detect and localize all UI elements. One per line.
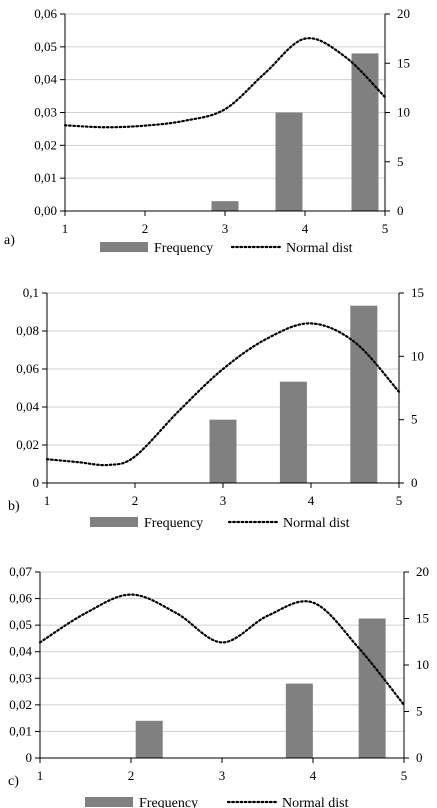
panel-c-frequency-bar: [358, 618, 386, 758]
panel-b-x-tick-label: 5: [396, 493, 403, 508]
panel-c-y-left-tick-label: 0,07: [9, 564, 32, 579]
panel-c-x-tick-label: 5: [401, 768, 408, 783]
panel-b-y-left-tick-label: 0,06: [16, 361, 39, 376]
panel-c-y-left-tick-label: 0: [26, 750, 33, 765]
panel-a-x-tick-label: 3: [222, 221, 229, 236]
panel-a-frequency-bar: [275, 112, 303, 211]
panel-c-y-left-tick-label: 0,03: [9, 670, 32, 685]
panel-a-y-left-tick-label: 0,02: [34, 137, 57, 152]
panel-c-y-left-tick-label: 0,06: [9, 591, 32, 606]
panel-a-y-left-tick-label: 0,03: [34, 105, 57, 120]
panel-c-x-tick-label: 2: [128, 768, 135, 783]
panel-b-y-left-tick-label: 0,1: [23, 285, 39, 300]
panel-b-legend-normal-dist-label: Normal dist: [283, 516, 350, 531]
panel-b-y-right-tick-label: 0: [411, 475, 418, 490]
panel-c-x-tick-label: 3: [219, 768, 226, 783]
panel-c-frequency-bar: [135, 720, 163, 758]
panel-b-legend-frequency-label: Frequency: [144, 516, 203, 531]
panel-c-x-tick-label: 4: [310, 768, 317, 783]
panel-b-y-left-tick-label: 0,02: [16, 437, 39, 452]
panel-b-x-tick-label: 3: [220, 493, 227, 508]
panel-b-y-left-tick-label: 0,04: [16, 399, 39, 414]
panel-a-y-right-tick-label: 20: [397, 6, 410, 21]
panel-b-x-tick-label: 4: [308, 493, 315, 508]
panel-c-normal-dist-line: [38, 593, 406, 706]
panel-c-y-right-tick-label: 10: [416, 657, 429, 672]
panel-b-x-tick-label: 1: [44, 493, 51, 508]
panel-c-y-left-tick-label: 0,02: [9, 697, 32, 712]
panel-a-frequency-bar: [351, 53, 379, 212]
panel-b-x-tick-label: 2: [132, 493, 139, 508]
panel-a-x-tick-label: 5: [382, 221, 389, 236]
panel-a-y-right-tick-label: 0: [397, 203, 404, 218]
panel-c-y-right-tick-label: 0: [416, 750, 423, 765]
panel-c-y-left-tick-label: 0,05: [9, 617, 32, 632]
panel-a-y-left-tick-label: 0,06: [34, 6, 57, 21]
panel-c-y-right-tick-label: 20: [416, 564, 429, 579]
panel-b-frequency-bar: [279, 381, 307, 483]
panel-b-y-right-tick-label: 5: [411, 412, 418, 427]
panel-b-y-right-tick-label: 15: [411, 285, 424, 300]
panel-a-y-left-tick-label: 0,04: [34, 72, 57, 87]
panel-a-x-tick-label: 2: [142, 221, 149, 236]
panel-a-frequency-bar: [211, 201, 239, 211]
panel-a-y-right-tick-label: 15: [397, 55, 410, 70]
panel-a-legend-frequency-swatch: [100, 242, 148, 252]
panel-a-normal-dist-line: [63, 37, 387, 129]
panel-a-legend-frequency-label: Frequency: [154, 241, 213, 256]
panel-c-legend-normal-dist-label: Normal dist: [282, 796, 349, 808]
panel-a-y-left-tick-label: 0,05: [34, 39, 57, 54]
panel-c-x-tick-label: 1: [37, 768, 44, 783]
panel-c-y-left-tick-label: 0,04: [9, 644, 32, 659]
panel-b-y-right-tick-label: 10: [411, 348, 424, 363]
panel-a-x-tick-label: 4: [302, 221, 309, 236]
panel-b-normal-dist-line: [45, 322, 401, 467]
panel-b-panel-label: b): [8, 499, 20, 514]
panel-a-y-right-tick-label: 5: [397, 154, 404, 169]
panel-a-y-left-tick-label: 0,01: [34, 170, 57, 185]
panel-a-y-right-tick-label: 10: [397, 105, 410, 120]
panel-a-x-tick-label: 1: [62, 221, 69, 236]
panel-a-y-left-tick-label: 0,00: [34, 203, 57, 218]
panel-b-legend-frequency-swatch: [90, 517, 138, 527]
panel-c-legend-frequency-label: Frequency: [139, 796, 198, 808]
panel-b-y-left-tick-label: 0: [33, 475, 40, 490]
panel-b-y-left-tick-label: 0,08: [16, 323, 39, 338]
panel-c-y-left-tick-label: 0,01: [9, 723, 32, 738]
panel-c-panel-label: c): [8, 774, 19, 789]
panel-c-frequency-bar: [285, 683, 313, 758]
panel-c-legend-frequency-swatch: [85, 797, 133, 807]
panel-a-panel-label: a): [4, 233, 15, 248]
panel-a-legend-normal-dist-label: Normal dist: [286, 241, 353, 256]
panel-b-frequency-bar: [209, 419, 237, 483]
panel-c-y-right-tick-label: 15: [416, 611, 429, 626]
panel-c-y-right-tick-label: 5: [416, 704, 423, 719]
panel-b-frequency-bar: [350, 305, 378, 483]
